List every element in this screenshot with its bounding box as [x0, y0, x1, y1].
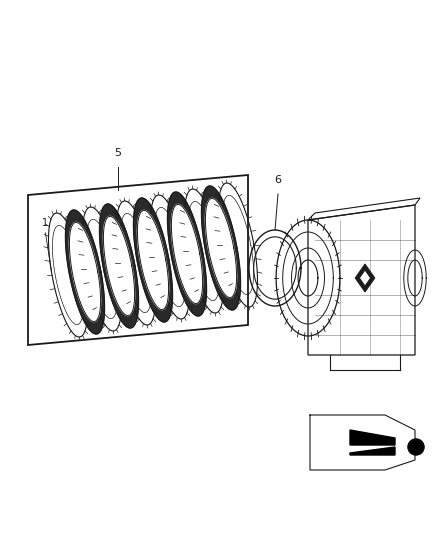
- Polygon shape: [201, 186, 240, 310]
- Text: 5: 5: [114, 148, 121, 158]
- Polygon shape: [355, 264, 375, 292]
- Polygon shape: [103, 216, 134, 316]
- Text: 2: 2: [77, 218, 83, 228]
- Polygon shape: [69, 222, 101, 321]
- Polygon shape: [66, 210, 105, 334]
- Polygon shape: [205, 198, 237, 297]
- Text: 6: 6: [275, 175, 282, 185]
- Text: 4: 4: [135, 212, 141, 222]
- Circle shape: [408, 439, 424, 455]
- Polygon shape: [134, 198, 173, 322]
- Text: 3: 3: [107, 215, 113, 225]
- Polygon shape: [360, 270, 371, 286]
- Polygon shape: [99, 204, 138, 328]
- Polygon shape: [138, 211, 169, 310]
- Polygon shape: [350, 447, 395, 455]
- Polygon shape: [167, 192, 206, 316]
- Polygon shape: [350, 430, 395, 445]
- Polygon shape: [171, 204, 203, 304]
- Text: 1: 1: [42, 218, 48, 228]
